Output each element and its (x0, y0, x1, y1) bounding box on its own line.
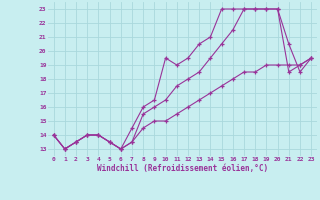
X-axis label: Windchill (Refroidissement éolien,°C): Windchill (Refroidissement éolien,°C) (97, 164, 268, 173)
